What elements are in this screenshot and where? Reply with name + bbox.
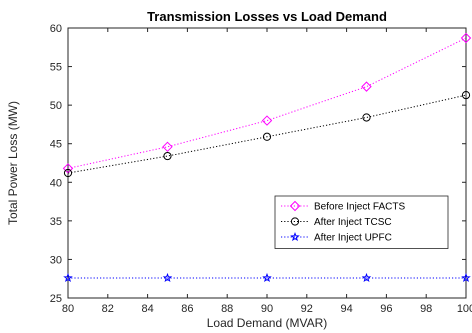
x-tick-label: 92 xyxy=(301,303,313,315)
series-star xyxy=(63,272,471,283)
legend-entry: After Inject UPFC xyxy=(281,231,392,244)
legend-label: After Inject TCSC xyxy=(314,217,392,228)
data-point-diamond xyxy=(361,81,372,92)
data-point-star xyxy=(262,272,272,283)
plot-area xyxy=(67,27,467,299)
data-point-star xyxy=(361,272,372,283)
data-point-star xyxy=(461,272,471,283)
series-circle xyxy=(63,91,471,178)
y-axis-label: Total Power Loss (MW) xyxy=(6,101,20,225)
data-point-diamond xyxy=(460,32,472,44)
data-point-star xyxy=(162,272,173,283)
data-point-diamond xyxy=(162,141,173,153)
x-tick-label: 100 xyxy=(457,303,472,315)
data-point-circle xyxy=(63,168,73,178)
y-tick-label: 30 xyxy=(50,254,62,266)
legend-marker-diamond xyxy=(289,200,301,212)
legend-label: After Inject UPFC xyxy=(314,233,392,244)
x-axis-label: Load Demand (MVAR) xyxy=(207,316,328,330)
x-tick-label: 94 xyxy=(340,303,352,315)
y-tick-label: 55 xyxy=(50,62,62,74)
data-point-circle xyxy=(461,91,471,100)
series-line xyxy=(67,37,467,169)
data-point-circle xyxy=(262,132,272,141)
chart-title: Transmission Losses vs Load Demand xyxy=(147,9,387,24)
x-tick-label: 82 xyxy=(102,303,114,315)
y-tick-label: 60 xyxy=(50,23,62,35)
legend-box xyxy=(274,195,449,249)
x-tick-label: 80 xyxy=(62,303,74,315)
y-tick-label: 50 xyxy=(50,100,62,112)
series-line xyxy=(67,94,467,174)
legend-entry: Before Inject FACTS xyxy=(281,200,405,213)
legend: Before Inject FACTS After Inject TCSC Afte… xyxy=(274,195,449,249)
legend-marker-circle xyxy=(290,217,300,226)
legend-label: Before Inject FACTS xyxy=(314,202,405,213)
data-point-circle xyxy=(362,113,371,122)
x-tick-label: 96 xyxy=(380,303,392,315)
legend-entry: After Inject TCSC xyxy=(281,217,392,228)
x-tick-label: 86 xyxy=(181,303,193,315)
y-tick-label: 25 xyxy=(50,293,62,305)
data-point-circle xyxy=(163,151,172,161)
x-tick-label: 98 xyxy=(420,303,432,315)
data-point-diamond xyxy=(261,115,273,126)
y-tick-label: 45 xyxy=(50,139,62,151)
y-tick-label: 40 xyxy=(50,177,62,189)
y-tick-label: 35 xyxy=(50,216,62,228)
ticks-layer: 80 82 84 86 88 90 92 94 96 98 100 25 30 35 40 45 50 55 60 xyxy=(50,23,472,315)
series-layer xyxy=(62,32,472,283)
x-tick-label: 88 xyxy=(221,303,233,315)
legend-marker-star xyxy=(290,231,300,242)
x-tick-label: 90 xyxy=(261,303,273,315)
x-tick-label: 84 xyxy=(141,303,153,315)
data-point-star xyxy=(63,272,73,283)
